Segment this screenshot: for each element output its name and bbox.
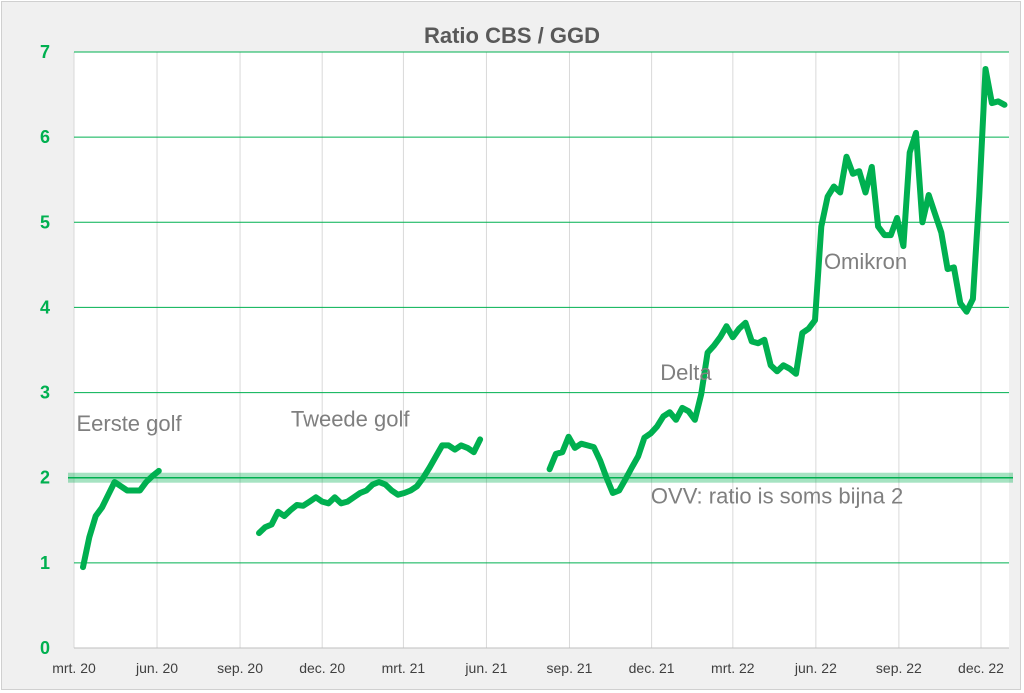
annotation-label: Omikron xyxy=(824,249,907,274)
x-tick-label: sep. 20 xyxy=(217,660,263,676)
x-tick-label: dec. 20 xyxy=(299,660,345,676)
y-tick-label: 7 xyxy=(40,42,50,62)
annotation-label: Delta xyxy=(660,360,712,385)
annotation-layer: Eerste golf Tweede golf Delta Omikron OVV: r… xyxy=(76,249,907,508)
series-layer xyxy=(80,66,1008,571)
x-tick-label: dec. 22 xyxy=(958,660,1004,676)
x-tick-label: jun. 22 xyxy=(794,660,837,676)
plot-area xyxy=(74,52,1009,648)
series-line-segment-1 xyxy=(80,467,162,571)
y-tick-label: 1 xyxy=(40,553,50,573)
x-tick-label: jun. 20 xyxy=(135,660,178,676)
chart-title: Ratio CBS / GGD xyxy=(424,23,600,48)
y-tick-label: 0 xyxy=(40,638,50,658)
y-tick-label: 3 xyxy=(40,383,50,403)
reference-band-layer xyxy=(68,472,1013,483)
grid-layer xyxy=(73,51,1009,649)
series-line-segment-3 xyxy=(546,66,1008,496)
y-tick-label: 6 xyxy=(40,127,50,147)
x-axis: mrt. 20 jun. 20 sep. 20 dec. 20 mrt. 21 jun. … xyxy=(52,660,1004,676)
x-tick-label: mrt. 20 xyxy=(52,660,96,676)
annotation-label: Eerste golf xyxy=(76,411,182,436)
y-tick-label: 5 xyxy=(40,212,50,232)
x-tick-label: mrt. 21 xyxy=(382,660,426,676)
annotation-label: Tweede golf xyxy=(291,407,411,432)
annotation-label: OVV: ratio is soms bijna 2 xyxy=(651,483,903,508)
x-tick-label: mrt. 22 xyxy=(711,660,755,676)
series-line-segment-2 xyxy=(256,436,484,537)
y-tick-label: 2 xyxy=(40,468,50,488)
y-tick-label: 4 xyxy=(40,297,50,317)
x-tick-label: dec. 21 xyxy=(629,660,675,676)
y-axis: 0 1 2 3 4 5 6 7 xyxy=(40,42,50,658)
x-tick-label: jun. 21 xyxy=(464,660,507,676)
x-tick-label: sep. 21 xyxy=(547,660,593,676)
x-tick-label: sep. 22 xyxy=(876,660,922,676)
